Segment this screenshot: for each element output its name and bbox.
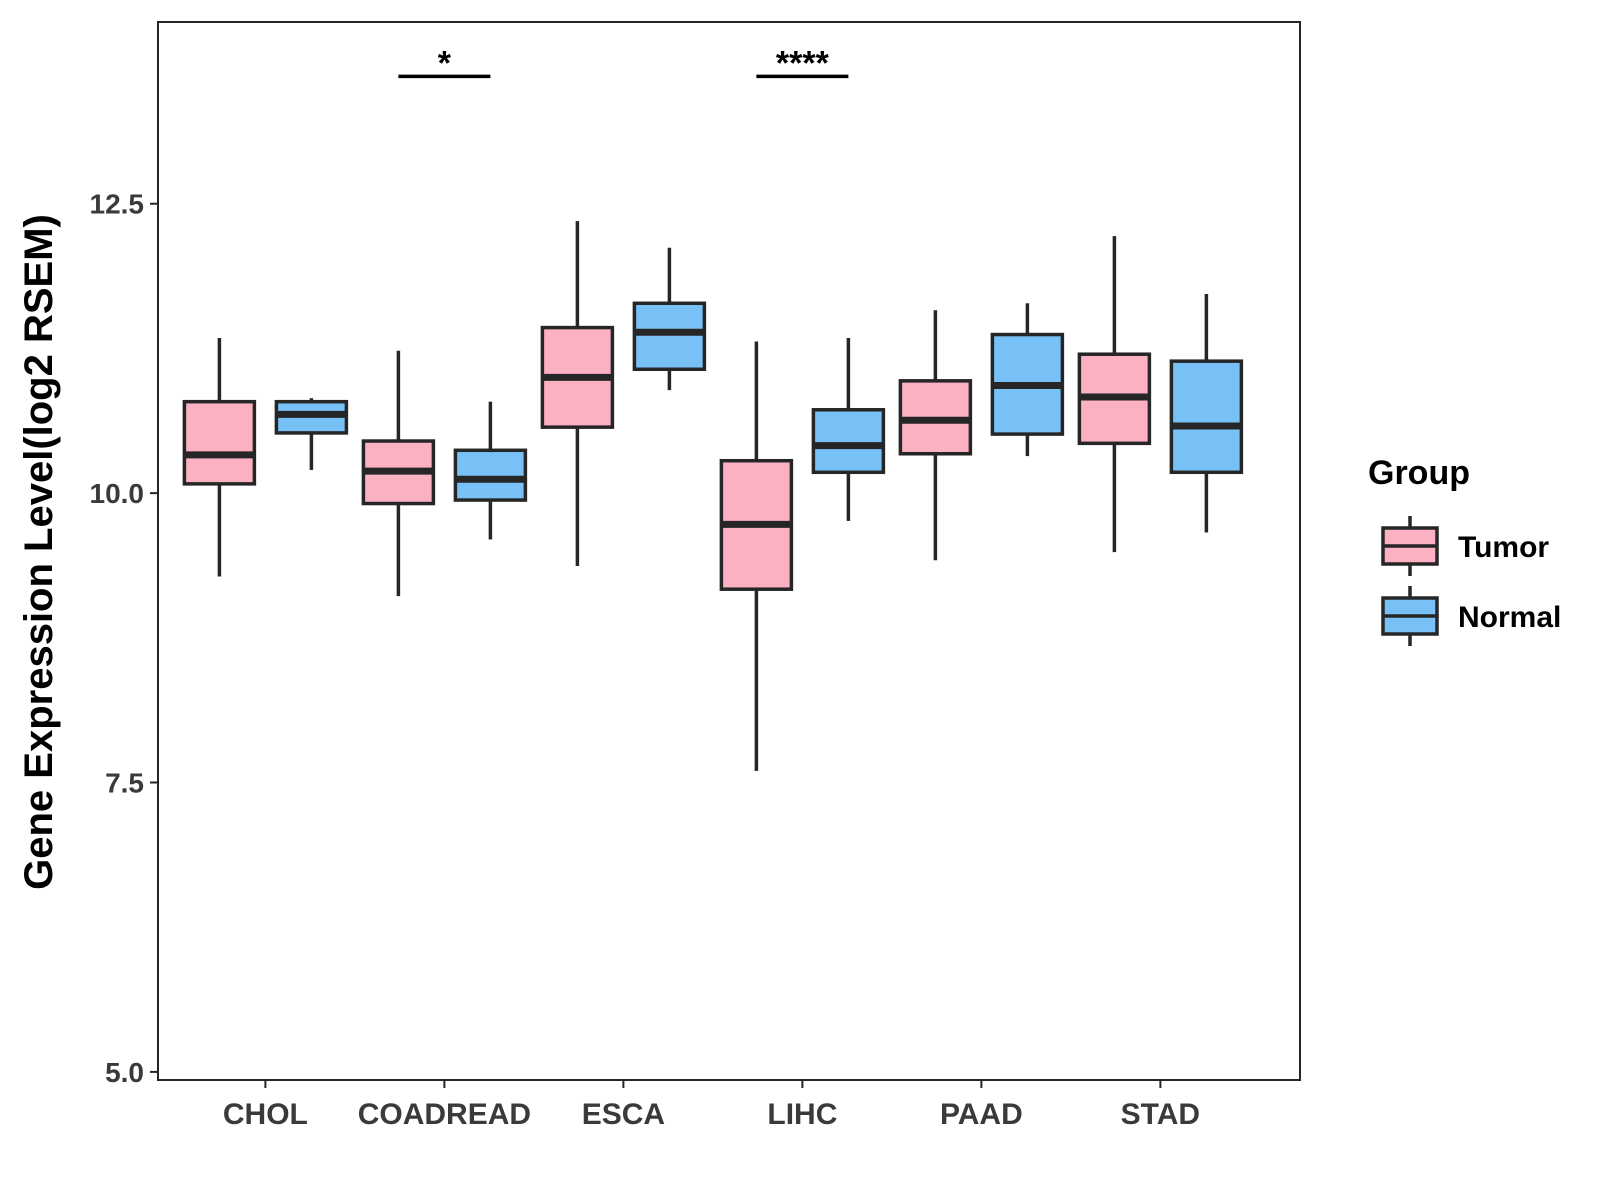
box-normal-stad [1169,359,1244,475]
legend-label-tumor: Tumor [1458,531,1549,564]
box-normal-coadread [453,448,528,502]
plot-panel-border [157,21,1301,1081]
legend-label-normal: Normal [1458,601,1561,634]
significance-label: * [438,44,452,82]
x-tick-label: COADREAD [358,1098,531,1131]
x-tick-label: PAAD [940,1098,1023,1131]
box-normal-lihc [811,408,886,475]
x-tick-label: LIHC [767,1098,837,1131]
y-axis-title: Gene Expression Level(log2 RSEM) [17,214,61,890]
box-tumor-chol [182,399,257,486]
y-tick-label: 10.0 [90,478,145,509]
y-tick-label: 7.5 [105,768,144,799]
axes: 5.0 7.5 10.0 12.5 CHOL COADREAD ESCA LIHC PAAD ST… [90,21,1301,1131]
y-tick-label: 12.5 [90,189,145,220]
legend: Group Tumor Normal [1368,454,1561,646]
x-tick-label: STAD [1121,1098,1200,1131]
x-tick-label: ESCA [582,1098,665,1131]
significance-label: **** [776,44,830,82]
box-normal-esca [632,301,707,372]
legend-title: Group [1368,454,1470,492]
y-tick-label: 5.0 [105,1057,144,1088]
x-tick-label: CHOL [223,1098,308,1131]
plot-area: * **** [182,44,1244,771]
